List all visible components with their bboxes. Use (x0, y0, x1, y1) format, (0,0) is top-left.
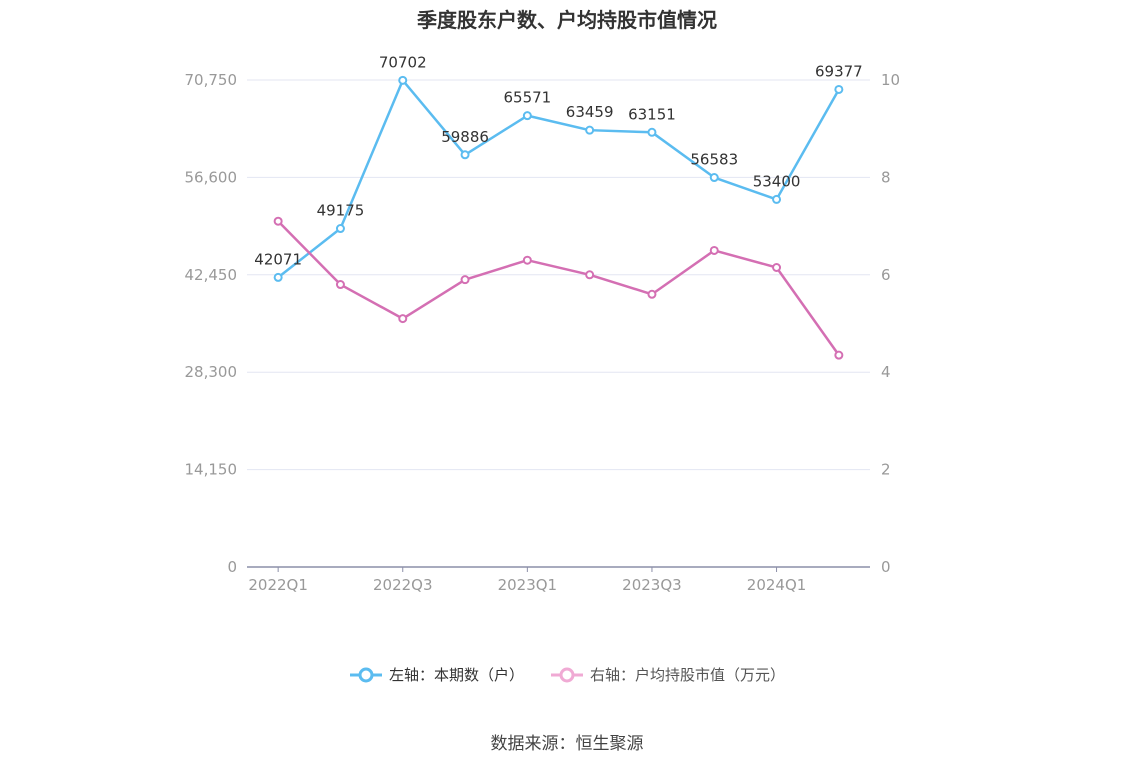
data-label: 70702 (379, 53, 427, 71)
data-point (273, 216, 283, 226)
legend-label-right: 右轴：户均持股市值（万元） (590, 666, 786, 684)
data-point (772, 194, 782, 204)
series-line (277, 79, 840, 279)
x-tick-label: 2023Q3 (622, 576, 682, 594)
data-label: 42071 (254, 250, 302, 268)
data-label: 56583 (690, 151, 738, 169)
left-tick-label: 56,600 (185, 168, 238, 186)
data-point (834, 350, 844, 360)
series-right (273, 216, 844, 360)
legend-item-right[interactable]: 右轴：户均持股市值（万元） (550, 664, 785, 685)
chart-title: 季度股东户数、户均持股市值情况 (417, 8, 717, 32)
data-label: 63459 (566, 103, 614, 121)
data-point (834, 84, 844, 94)
legend-label-left: 左轴：本期数（户） (388, 666, 524, 684)
data-point (647, 289, 657, 299)
data-point (398, 75, 408, 85)
data-point (585, 270, 595, 280)
left-tick-label: 28,300 (185, 363, 238, 381)
series-left (273, 75, 844, 282)
x-tick-label: 2022Q3 (373, 576, 433, 594)
x-tick-label: 2022Q1 (248, 576, 308, 594)
right-axis-ticks: 0 2 4 6 8 10 (881, 71, 900, 576)
left-axis-ticks: 0 14,150 28,300 42,450 56,600 70,750 (185, 71, 238, 576)
data-label: 59886 (441, 128, 489, 146)
right-tick-label: 10 (881, 71, 900, 89)
data-label: 63151 (628, 105, 676, 123)
data-point (709, 245, 719, 255)
legend-marker-left-icon (349, 667, 382, 682)
series-line (277, 220, 840, 356)
right-tick-label: 4 (881, 363, 891, 381)
data-point (460, 275, 470, 285)
data-point (709, 173, 719, 183)
data-label: 53400 (753, 172, 801, 190)
legend-item-left[interactable]: 左轴：本期数（户） (349, 664, 524, 685)
data-point (335, 224, 345, 234)
data-label: 65571 (503, 89, 551, 107)
right-tick-label: 8 (881, 168, 891, 186)
data-point (460, 150, 470, 160)
x-axis: 2022Q1 2022Q3 2023Q1 2023Q3 2024Q1 (247, 566, 870, 594)
legend-marker-right-icon (551, 667, 583, 682)
data-point (522, 111, 532, 121)
data-labels: 42071 49175 70702 59886 65571 63459 63151 56583… (254, 53, 862, 268)
data-label: 69377 (815, 62, 863, 80)
left-tick-label: 14,150 (185, 461, 238, 479)
data-point (335, 280, 345, 290)
data-point (273, 272, 283, 282)
left-tick-label: 42,450 (185, 266, 238, 284)
data-point (398, 314, 408, 324)
grid-lines (247, 79, 870, 471)
data-label: 49175 (317, 202, 365, 220)
left-tick-label: 0 (227, 558, 237, 576)
data-point (522, 255, 532, 265)
x-tick-label: 2023Q1 (498, 576, 558, 594)
right-tick-label: 6 (881, 266, 891, 284)
legend: 左轴：本期数（户） 右轴：户均持股市值（万元） (0, 664, 1134, 685)
x-tick-label: 2024Q1 (747, 576, 807, 594)
source-note: 数据来源：恒生聚源 (490, 734, 644, 754)
data-point (772, 262, 782, 272)
right-tick-label: 2 (881, 461, 891, 479)
data-point (647, 127, 657, 137)
data-point (585, 125, 595, 135)
left-tick-label: 70,750 (185, 71, 238, 89)
right-tick-label: 0 (881, 558, 891, 576)
